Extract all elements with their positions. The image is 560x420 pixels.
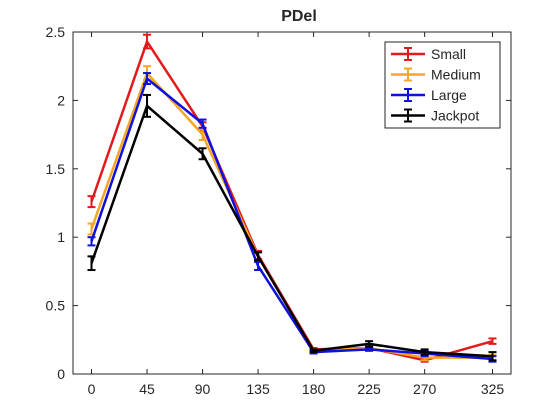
y-tick-label: 1.5 bbox=[46, 161, 66, 177]
legend-item-medium: Medium bbox=[391, 67, 481, 83]
legend-item-large: Large bbox=[391, 87, 467, 103]
legend-label: Jackpot bbox=[431, 108, 479, 124]
x-tick-label: 90 bbox=[195, 381, 211, 397]
legend-label: Medium bbox=[431, 67, 481, 83]
y-tick-label: 0 bbox=[57, 366, 65, 382]
y-tick-label: 2.5 bbox=[46, 24, 66, 40]
y-tick-label: 2 bbox=[57, 92, 65, 108]
legend-box bbox=[384, 41, 501, 129]
legend-item-jackpot: Jackpot bbox=[391, 108, 479, 124]
x-tick-label: 325 bbox=[481, 381, 505, 397]
legend-item-small: Small bbox=[391, 46, 466, 62]
y-tick-label: 1 bbox=[57, 229, 65, 245]
x-tick-label: 180 bbox=[302, 381, 326, 397]
legend: Small Medium Large Jackpot bbox=[384, 41, 501, 129]
chart-title: PDel bbox=[281, 8, 317, 25]
x-tick-label: 135 bbox=[246, 381, 270, 397]
series-line bbox=[90, 104, 493, 358]
x-tick-label: 270 bbox=[413, 381, 437, 397]
legend-label: Large bbox=[431, 87, 467, 103]
axes-layer: 0 45 90 135 180 225 270 325 0 0.5 1 1.5 2 2.5 bbox=[46, 24, 512, 397]
series-layer bbox=[87, 33, 497, 363]
legend-label: Small bbox=[431, 46, 466, 62]
x-tick-label: 225 bbox=[357, 381, 381, 397]
series-jackpot bbox=[87, 93, 497, 362]
y-tick-label: 0.5 bbox=[46, 298, 66, 314]
plot-area-box bbox=[72, 31, 512, 375]
x-tick-label: 0 bbox=[88, 381, 96, 397]
series-line bbox=[90, 77, 493, 361]
x-tick-label: 45 bbox=[139, 381, 155, 397]
